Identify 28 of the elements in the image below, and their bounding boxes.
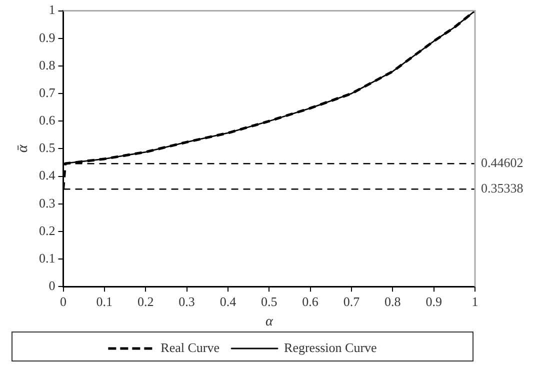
ref-line-label: 0.44602 <box>481 155 524 170</box>
y-tick-label: 0.5 <box>39 140 56 156</box>
x-tick-label: 0.5 <box>261 294 278 309</box>
x-axis-title: α <box>265 314 274 330</box>
x-tick-label: 0.9 <box>426 294 442 309</box>
y-axis-title: ᾱ <box>14 144 31 153</box>
legend-label: Regression Curve <box>284 340 378 355</box>
y-tick-label: 0.6 <box>39 112 56 128</box>
y-tick-label: 0.1 <box>39 250 56 266</box>
y-tick-label: 1 <box>48 2 56 18</box>
ref-line-label: 0.35338 <box>481 180 524 196</box>
x-tick-label: 0.7 <box>343 294 360 309</box>
y-tick-label: 0.7 <box>39 84 56 100</box>
y-tick-label: 0.4 <box>39 168 56 183</box>
legend-label: Real Curve <box>160 340 220 355</box>
y-tick-label: 0 <box>48 278 56 294</box>
y-tick-label: 0.3 <box>39 195 56 210</box>
x-tick-label: 0.4 <box>220 294 237 309</box>
x-tick-label: 1 <box>472 294 478 309</box>
y-tick-label: 0.8 <box>39 57 56 72</box>
x-tick-label: 0.8 <box>384 294 401 309</box>
y-tick-label: 0.2 <box>39 222 56 238</box>
x-tick-label: 0 <box>60 294 66 309</box>
x-tick-label: 0.2 <box>137 294 154 309</box>
x-tick-label: 0.1 <box>96 294 113 309</box>
x-tick-label: 0.3 <box>178 294 195 309</box>
y-tick-label: 0.9 <box>39 30 56 45</box>
x-tick-label: 0.6 <box>302 294 319 309</box>
